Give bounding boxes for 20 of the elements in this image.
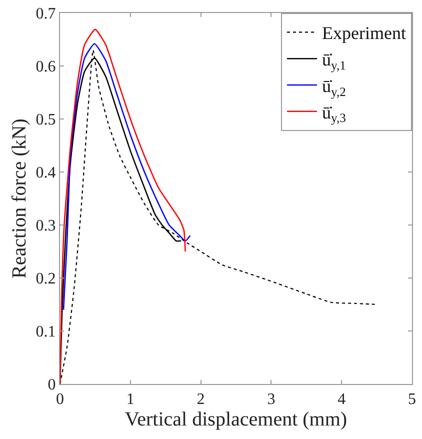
legend-label: Experiment	[322, 23, 406, 44]
legend-label: ū̇$_{y,2}$	[322, 76, 346, 99]
line-series	[62, 43, 191, 310]
y-tick-label: 0.1	[36, 324, 56, 341]
x-tick-label: 4	[338, 391, 346, 408]
y-tick-label: 0.7	[36, 6, 56, 23]
legend-label: ū̇$_{y,1}$	[322, 50, 346, 72]
y-tick-label: 0.5	[36, 112, 56, 129]
x-tick-label: 2	[196, 391, 205, 408]
y-tick-label: 0.3	[36, 218, 56, 235]
y-tick-label: 0.2	[36, 270, 56, 288]
x-tick-label: 1	[126, 391, 134, 408]
y-tick-label: 0	[48, 376, 56, 394]
x-tick-label: 5	[408, 391, 416, 408]
y-tick-label: 0.6	[36, 58, 56, 76]
y-axis-title: Reaction force (kN)	[8, 118, 30, 278]
x-axis-title: Vertical displacement (mm)	[124, 408, 348, 431]
x-tick-label: 3	[267, 391, 276, 408]
legend-label: ū̇$_{y,3}$	[322, 102, 346, 126]
y-tick-label: 0.4	[36, 164, 56, 182]
